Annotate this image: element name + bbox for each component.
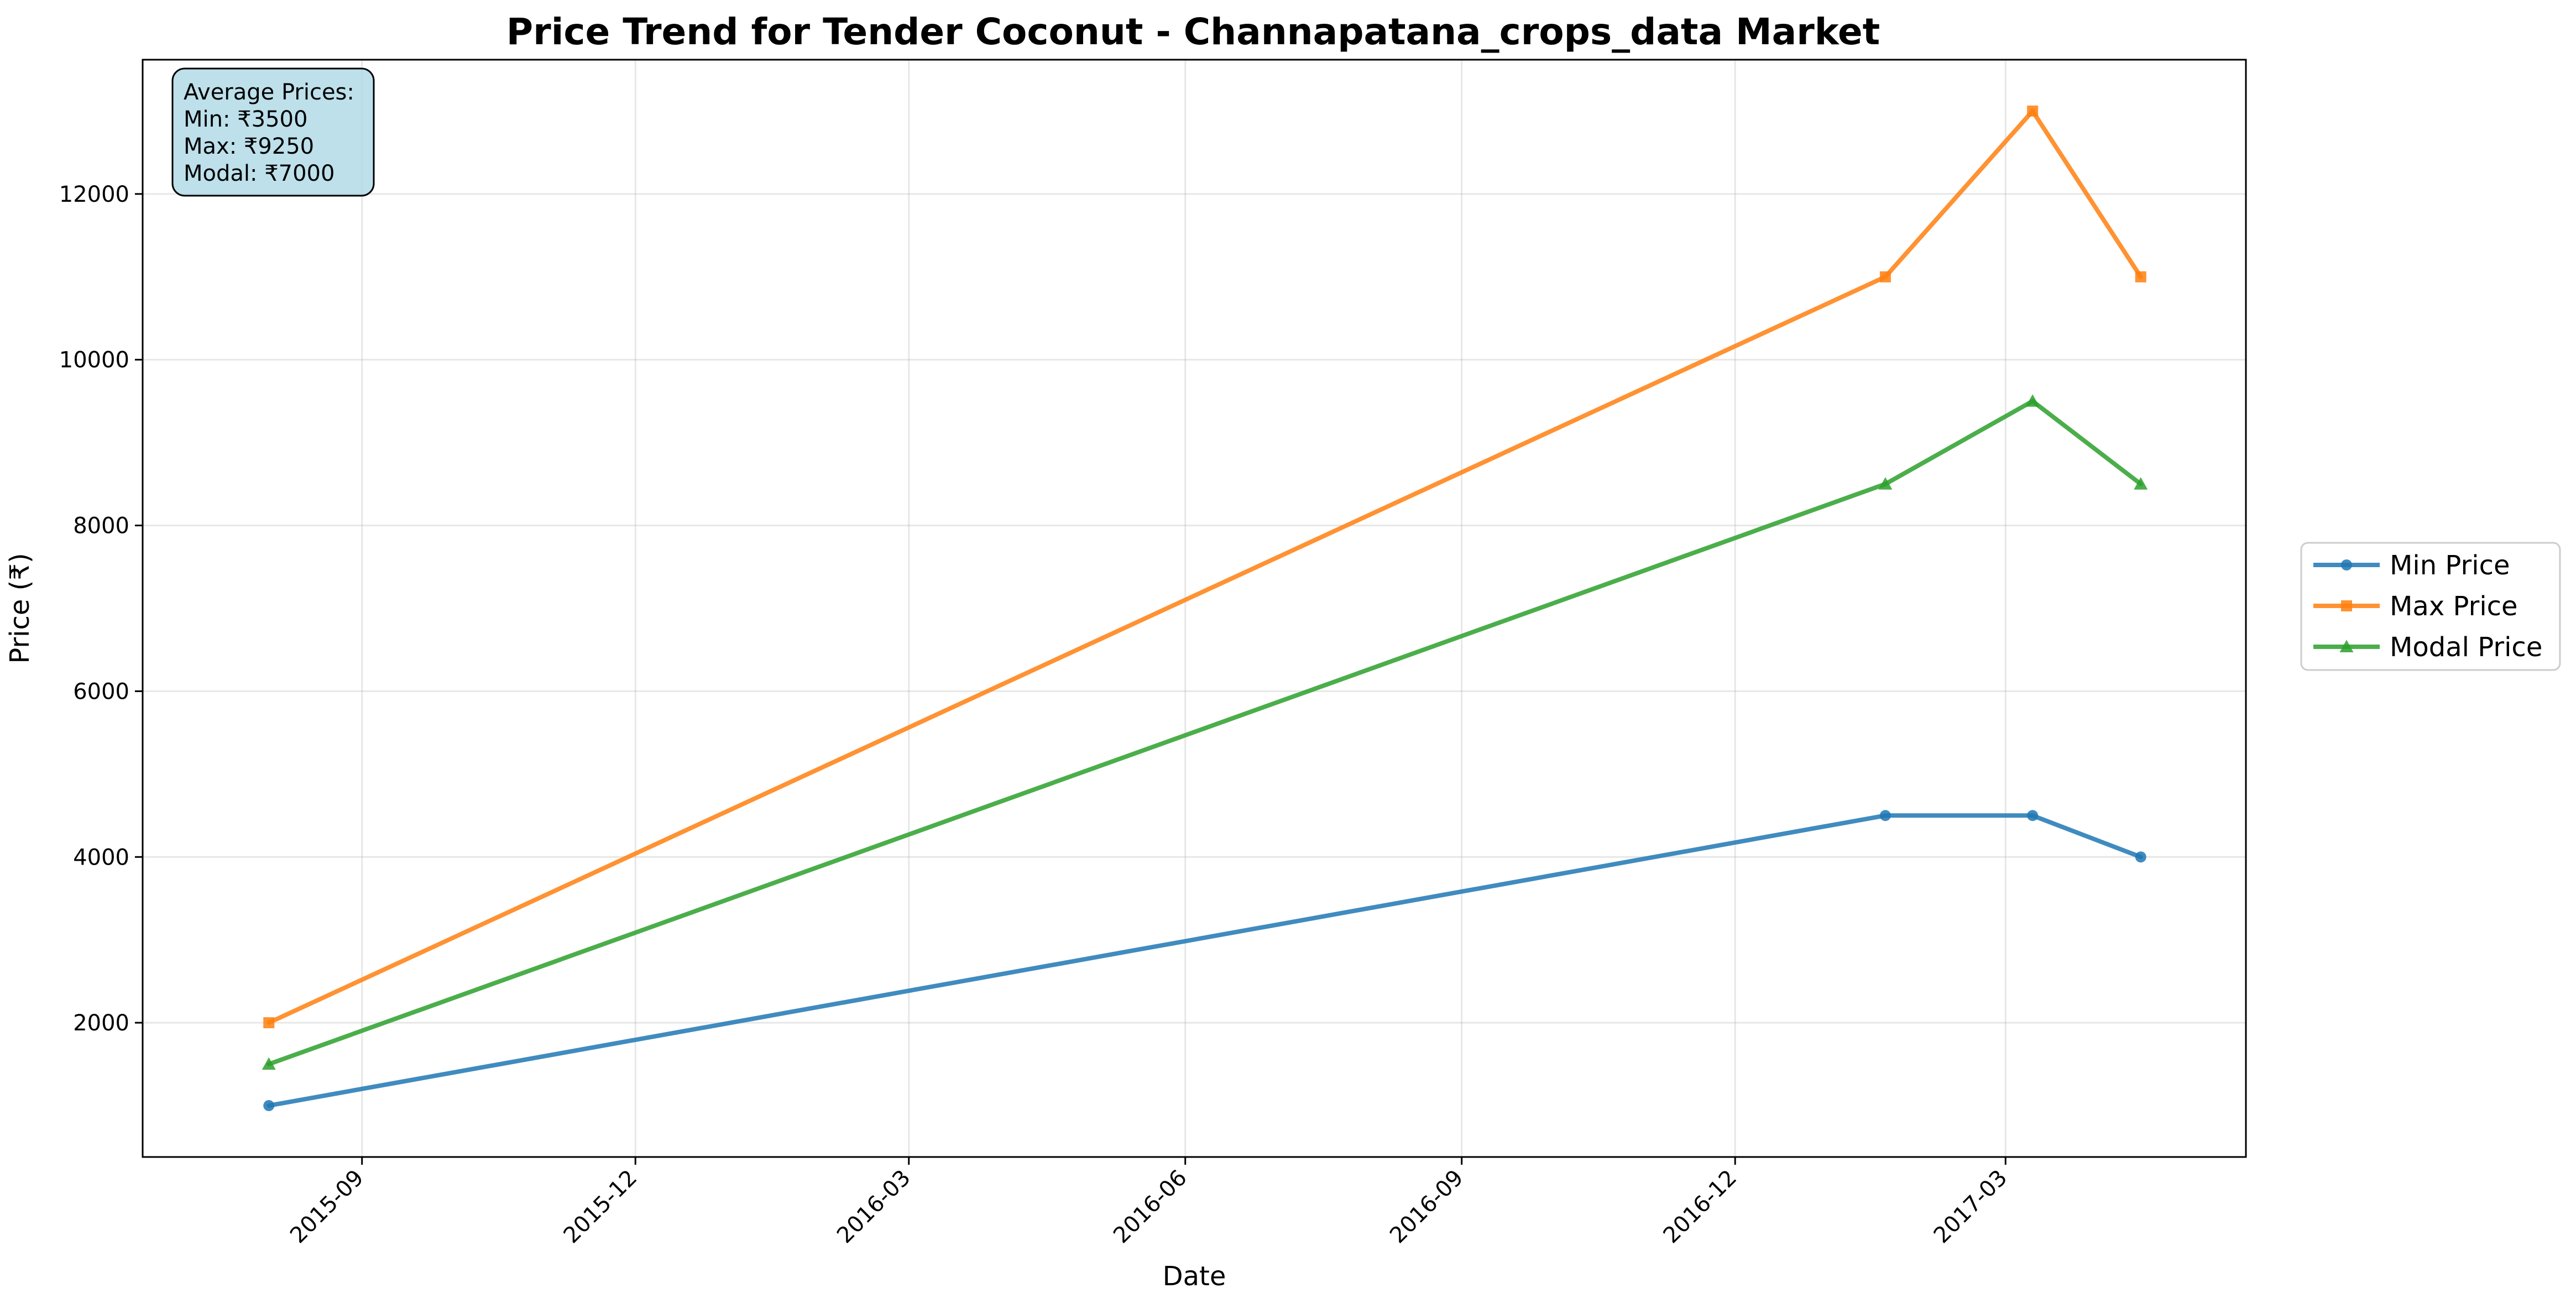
x-tick-label: 2015-12: [559, 1165, 642, 1249]
legend-label: Modal Price: [2390, 632, 2542, 663]
modal-price-point: [1878, 477, 1893, 490]
axis-ticks: 2015-09 2015-12 2016-03 2016-06 2016-09 2016-…: [59, 182, 2013, 1248]
average-prices-line: Max: ₹9250: [184, 134, 314, 159]
y-tick-label: 10000: [59, 348, 129, 373]
chart-title: Price Trend for Tender Coconut - Channap…: [506, 11, 1880, 53]
legend-label: Min Price: [2390, 550, 2510, 581]
average-prices-line: Min: ₹3500: [184, 107, 307, 132]
average-prices-box-background: [171, 67, 375, 197]
modal-price-point: [262, 1057, 276, 1070]
max-price-line: [267, 108, 2143, 1025]
x-tick-label: 2016-03: [832, 1165, 916, 1249]
max-price-series: [263, 105, 2146, 1029]
min-price-line: [267, 813, 2143, 1108]
series-layer: [262, 105, 2148, 1112]
min-price-point: [2135, 851, 2146, 863]
x-tick-label: 2016-09: [1385, 1165, 1469, 1249]
min-price-point: [2027, 810, 2039, 821]
legend-frame: [2300, 542, 2561, 671]
modal-price-series: [262, 394, 2148, 1070]
max-price-point: [2135, 271, 2146, 282]
x-tick-label: 2016-06: [1109, 1165, 1192, 1249]
x-tick-label: 2017-03: [1929, 1165, 2013, 1249]
min-price-series: [263, 810, 2146, 1112]
average-prices-line: Modal: ₹7000: [184, 161, 335, 186]
y-tick-label: 2000: [73, 1010, 129, 1036]
modal-price-point: [2134, 477, 2148, 490]
legend-entry-max-price: Max Price: [2313, 591, 2518, 622]
y-tick-label: 4000: [73, 845, 129, 870]
grid: [143, 60, 2246, 1157]
modal-price-line: [267, 399, 2143, 1067]
min-price-point: [1879, 810, 1891, 821]
legend-entry-min-price: Min Price: [2313, 550, 2510, 581]
min-price-point: [263, 1100, 275, 1112]
average-prices-line: Average Prices:: [184, 80, 354, 105]
legend-swatch-marker: [2341, 600, 2352, 611]
x-tick-label: 2016-12: [1659, 1165, 1742, 1249]
max-price-point: [1879, 271, 1891, 282]
legend-swatch-marker: [2339, 640, 2354, 652]
max-price-point: [263, 1017, 275, 1029]
legend: Min Price Max Price Modal Price: [2300, 542, 2561, 671]
y-axis-label: Price (₹): [4, 553, 35, 663]
legend-label: Max Price: [2390, 591, 2518, 622]
max-price-point: [2027, 105, 2039, 117]
plot-frame: [142, 59, 2247, 1158]
modal-price-point: [2025, 394, 2040, 407]
x-axis-label: Date: [1163, 1261, 1226, 1292]
y-tick-label: 6000: [73, 679, 129, 704]
y-tick-label: 12000: [59, 182, 129, 207]
x-tick-label: 2015-09: [285, 1165, 369, 1249]
y-tick-label: 8000: [73, 514, 129, 539]
legend-swatch-marker: [2341, 559, 2352, 570]
legend-entry-modal-price: Modal Price: [2313, 632, 2542, 663]
